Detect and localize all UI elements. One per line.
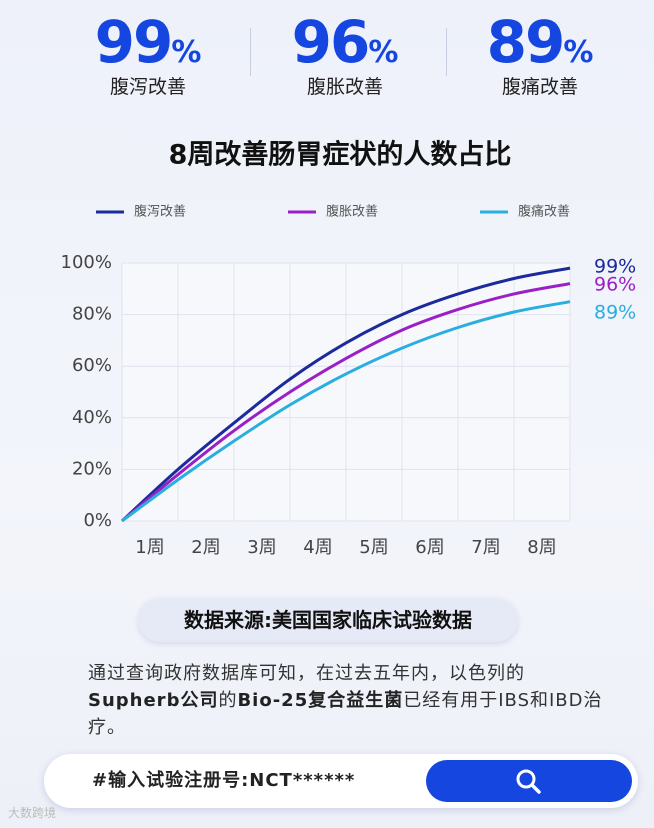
end-label: 89% — [594, 302, 636, 324]
x-tick-label: 1周 — [135, 537, 164, 558]
paragraph-segment: 通过查询政府数据库可知，在过去五年内，以色列的 — [88, 663, 525, 684]
separator — [446, 28, 447, 76]
paragraph-segment: 的 — [218, 690, 238, 711]
search-text: #输入试验注册号:NCT****** — [92, 754, 355, 808]
stat-number: 89 — [486, 8, 566, 76]
stat-label: 腹泻改善 — [109, 76, 186, 98]
legend-label: 腹泻改善 — [134, 204, 186, 220]
search-prefix: #输入试验注册号: — [92, 770, 250, 791]
search-icon — [516, 769, 541, 794]
chart: 8周改善肠胃症状的人数占比 0% 20% 40% 60% 80% 100% 1周 2周 3周 4周… — [61, 139, 637, 559]
chart-title: 8周改善肠胃症状的人数占比 — [169, 139, 512, 171]
end-label: 96% — [594, 274, 636, 296]
y-tick-label: 0% — [83, 510, 112, 531]
x-tick-label: 3周 — [247, 537, 276, 558]
stat-label: 腹胀改善 — [306, 76, 383, 98]
paragraph-segment: Supherb公司 — [88, 690, 219, 711]
series-line — [121, 282, 571, 523]
y-tick-label: 40% — [72, 407, 112, 428]
y-tick-label: 60% — [72, 355, 112, 376]
x-tick-label: 2周 — [191, 537, 220, 558]
x-tick-label: 5周 — [359, 537, 388, 558]
x-tick-label: 7周 — [471, 537, 500, 558]
series-line — [121, 300, 571, 523]
y-tick-label: 80% — [72, 304, 112, 325]
search-bar[interactable]: #输入试验注册号:NCT****** — [44, 754, 638, 808]
stat-unit: % — [368, 35, 399, 70]
y-tick-label: 100% — [61, 252, 112, 273]
stat-number: 96 — [291, 8, 371, 76]
search-button[interactable] — [426, 760, 632, 802]
x-tick-label: 4周 — [303, 537, 332, 558]
paragraph: 通过查询政府数据库可知，在过去五年内，以色列的 Supherb公司的Bio-25复… — [88, 660, 608, 741]
source: 数据来源:美国国家临床试验数据 — [138, 598, 518, 642]
x-tick-label: 8周 — [527, 537, 556, 558]
stat-unit: % — [563, 35, 594, 70]
y-tick-label: 20% — [72, 458, 112, 479]
paragraph-segment: 已经有用于IBS和IBD治疗。 — [88, 690, 603, 738]
separator — [250, 28, 251, 76]
stat-unit: % — [171, 35, 202, 70]
stat-label: 腹痛改善 — [501, 76, 578, 98]
search-code: NCT****** — [249, 770, 356, 791]
series-line — [120, 266, 571, 523]
stat: 89% 腹痛改善 — [440, 8, 640, 99]
end-label: 99% — [594, 256, 636, 278]
stat-number: 99 — [94, 8, 174, 76]
stat: 96% 腹胀改善 — [245, 8, 445, 99]
x-tick-label: 6周 — [415, 537, 444, 558]
stat: 99% 腹泻改善 — [48, 8, 248, 99]
paragraph-segment: Bio-25复合益生菌 — [237, 690, 404, 711]
legend-label: 腹痛改善 — [518, 204, 570, 220]
watermark: 大数跨境 — [8, 806, 57, 820]
legend-label: 腹胀改善 — [326, 204, 378, 220]
